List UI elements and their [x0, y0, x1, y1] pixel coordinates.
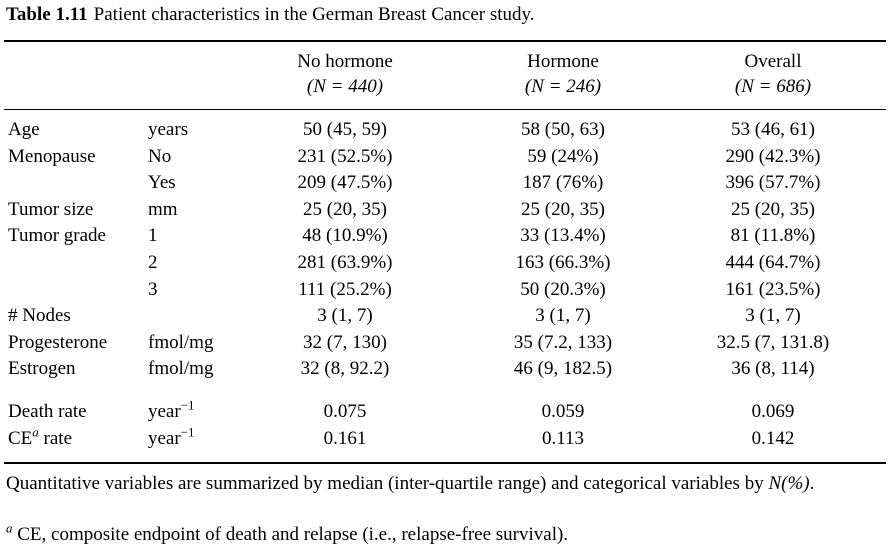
cell-value: 59 (24%) — [527, 145, 599, 167]
column-header-overall: Overall (N = 686) — [735, 49, 811, 99]
cell-value: 161 (23.5%) — [725, 278, 821, 300]
cell-value: 111 (25.2%) — [298, 278, 392, 300]
table-row: # Nodes 3 (1, 7) 3 (1, 7) 3 (1, 7) — [0, 305, 890, 331]
table-caption-text: Patient characteristics in the German Br… — [93, 4, 535, 25]
row-label: # Nodes — [8, 305, 71, 327]
table-footnote: a CE, composite endpoint of death and re… — [6, 520, 569, 545]
top-rule — [4, 40, 886, 42]
column-header-hormone: Hormone (N = 246) — [525, 49, 601, 99]
table-row-death-rate: Death rate year−1 0.075 0.059 0.069 — [0, 397, 890, 427]
row-unit: years — [148, 119, 189, 140]
cell-value: 187 (76%) — [522, 172, 604, 194]
cell-value: 53 (46, 61) — [731, 119, 815, 140]
cell-value: 48 (10.9%) — [302, 225, 388, 247]
header-rule — [4, 109, 886, 110]
cell-value: 0.075 — [323, 401, 367, 422]
cell-value: 209 (47.5%) — [297, 172, 393, 194]
cell-value: 35 (7.2, 133) — [513, 331, 613, 353]
cell-value: 46 (9, 182.5) — [513, 358, 613, 380]
column-header-no-hormone: No hormone (N = 440) — [297, 49, 393, 99]
cell-value: 81 (11.8%) — [730, 225, 816, 247]
row-unit: 1 — [148, 225, 158, 247]
row-unit: year−1 — [148, 424, 195, 449]
cell-value: 25 (20, 35) — [521, 198, 605, 220]
column-name: Overall — [744, 51, 802, 72]
row-unit: Yes — [148, 172, 176, 194]
cell-value: 32 (7, 130) — [303, 331, 387, 353]
column-count: (N = 246) — [524, 76, 602, 97]
row-label: Death rate — [8, 401, 87, 422]
cell-value: 396 (57.7%) — [725, 172, 821, 194]
column-count: (N = 440) — [306, 76, 384, 97]
row-label: Progesterone — [8, 331, 108, 353]
cell-value: 0.161 — [323, 428, 367, 449]
table-row: 3 111 (25.2%) 50 (20.3%) 161 (23.5%) — [0, 279, 890, 305]
table-row: Progesterone fmol/mg 32 (7, 130) 35 (7.2, 1… — [0, 332, 890, 358]
cell-value: 290 (42.3%) — [725, 145, 821, 167]
table-caption: Table 1.11 Patient characteristics in the… — [6, 4, 535, 26]
cell-value: 58 (50, 63) — [521, 119, 605, 140]
row-label: Tumor size — [8, 198, 94, 220]
row-unit: 2 — [148, 252, 158, 273]
row-label: Estrogen — [8, 358, 76, 380]
row-unit: year−1 — [148, 397, 195, 422]
table-note-summary: Quantitative variables are summarized by… — [6, 473, 815, 494]
cell-value: 3 (1, 7) — [535, 305, 591, 327]
cell-value: 32 (8, 92.2) — [300, 358, 390, 380]
column-count: (N = 686) — [734, 76, 812, 97]
bottom-rule — [4, 462, 886, 464]
row-unit: No — [148, 145, 172, 167]
table-row: Tumor grade 1 48 (10.9%) 33 (13.4%) 81 (11.8… — [0, 225, 890, 251]
cell-value: 0.069 — [751, 401, 795, 422]
cell-value: 32.5 (7, 131.8) — [716, 331, 830, 353]
table-number: Table 1.11 — [6, 4, 88, 25]
cell-value: 3 (1, 7) — [317, 305, 373, 327]
column-name: Hormone — [527, 51, 599, 72]
table-row: Age years 50 (45, 59) 58 (50, 63) 53 (46, 61… — [0, 119, 890, 145]
cell-value: 50 (45, 59) — [303, 119, 387, 140]
table-row: Menopause No 231 (52.5%) 59 (24%) 290 (42.3%… — [0, 146, 890, 172]
row-unit: fmol/mg — [148, 331, 214, 353]
row-label: Menopause — [8, 145, 96, 167]
column-name: No hormone — [297, 51, 393, 72]
cell-value: 25 (20, 35) — [303, 198, 387, 220]
table-row: 2 281 (63.9%) 163 (66.3%) 444 (64.7%) — [0, 252, 890, 278]
row-unit: fmol/mg — [148, 358, 214, 380]
table-row: Yes 209 (47.5%) 187 (76%) 396 (57.7%) — [0, 172, 890, 198]
cell-value: 0.142 — [751, 428, 795, 449]
cell-value: 36 (8, 114) — [731, 358, 815, 380]
cell-value: 444 (64.7%) — [725, 252, 821, 273]
row-label: Tumor grade — [8, 225, 106, 247]
table-row-ce-rate: CEa rate year−1 0.161 0.113 0.142 — [0, 424, 890, 454]
cell-value: 231 (52.5%) — [297, 145, 393, 167]
table-row: Estrogen fmol/mg 32 (8, 92.2) 46 (9, 182.5)… — [0, 358, 890, 384]
cell-value: 163 (66.3%) — [515, 252, 611, 273]
row-label: CEa rate — [8, 424, 73, 449]
cell-value: 0.059 — [541, 401, 585, 422]
row-unit: mm — [148, 198, 178, 220]
table-row: Tumor size mm 25 (20, 35) 25 (20, 35) 25 (20… — [0, 199, 890, 225]
row-label: Age — [8, 119, 40, 140]
cell-value: 50 (20.3%) — [520, 278, 606, 300]
cell-value: 0.113 — [541, 428, 585, 449]
cell-value: 281 (63.9%) — [297, 252, 393, 273]
cell-value: 33 (13.4%) — [520, 225, 606, 247]
cell-value: 25 (20, 35) — [731, 198, 815, 220]
cell-value: 3 (1, 7) — [745, 305, 801, 327]
row-unit: 3 — [148, 278, 158, 300]
